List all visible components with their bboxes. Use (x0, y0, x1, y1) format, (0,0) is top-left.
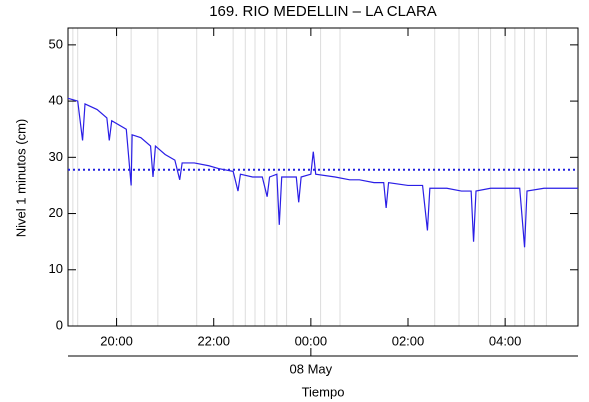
y-tick-label: 30 (49, 149, 63, 164)
x-axis-label: Tiempo (302, 384, 345, 399)
y-tick-label: 10 (49, 261, 63, 276)
x-tick-label: 00:00 (295, 333, 328, 348)
chart-title: 169. RIO MEDELLIN – LA CLARA (209, 3, 437, 20)
data-line (67, 97, 578, 248)
y-tick-label: 50 (49, 36, 63, 51)
x2-tick-label: 08 May (290, 361, 333, 376)
x-tick-label: 22:00 (197, 333, 230, 348)
x-tick-label: 20:00 (100, 333, 133, 348)
plot-frame (67, 27, 579, 327)
y-axis-label: Nivel 1 minutos (cm) (13, 119, 28, 237)
x-tick-label: 04:00 (489, 333, 522, 348)
y-tick-label: 40 (49, 93, 63, 108)
y-tick-label: 20 (49, 205, 63, 220)
x-tick-label: 02:00 (392, 333, 425, 348)
y-tick-label: 0 (56, 317, 63, 332)
